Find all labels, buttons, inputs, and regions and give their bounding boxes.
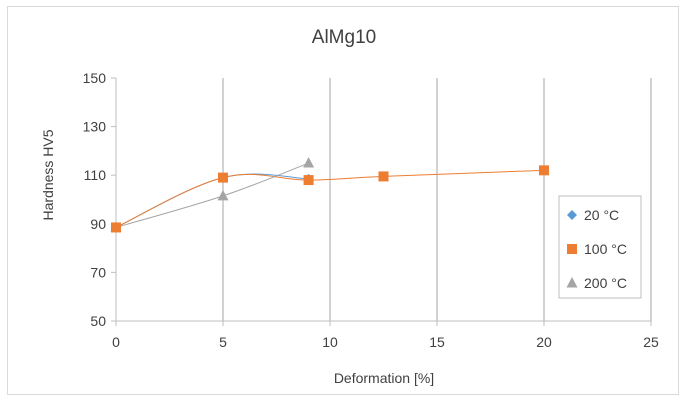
x-tick-label: 10 [322, 334, 338, 350]
y-tick-label: 70 [90, 264, 106, 280]
y-tick-label: 130 [83, 119, 107, 135]
legend-label: 200 °C [584, 275, 627, 291]
x-tick-label: 5 [219, 334, 227, 350]
data-point-square [303, 175, 314, 186]
legend-marker-diamond [567, 210, 577, 220]
y-axis-title: Hardness HV5 [40, 129, 56, 220]
legend: 20 °C 100 °C 200 °C [558, 195, 642, 299]
x-tick-label: 25 [643, 334, 659, 350]
y-tick-label: 90 [90, 216, 106, 232]
data-point-square [539, 165, 549, 176]
axes: 50 70 90 110 130 150 0 5 10 15 20 25 [83, 70, 659, 350]
data-point-triangle [217, 189, 229, 201]
data-points [110, 157, 549, 233]
x-axis-title: Deformation [%] [334, 370, 434, 386]
grid [222, 78, 652, 321]
legend-label: 100 °C [584, 241, 627, 257]
x-tick-label: 20 [536, 334, 552, 350]
data-point-square [111, 222, 121, 233]
data-point-square [378, 171, 389, 182]
legend-marker-square [567, 244, 577, 254]
chart-title: AlMg10 [312, 27, 376, 48]
y-tick-label: 50 [90, 313, 106, 329]
legend-marker-triangle [566, 277, 578, 288]
series-curve-triangle [115, 162, 309, 228]
y-tick-label: 150 [83, 70, 107, 86]
x-tick-label: 0 [112, 334, 120, 350]
data-point-triangle [303, 157, 315, 168]
x-tick-label: 15 [429, 334, 445, 350]
y-tick-label: 110 [84, 167, 107, 183]
legend-label: 20 °C [584, 207, 619, 223]
data-point-square [218, 172, 228, 183]
